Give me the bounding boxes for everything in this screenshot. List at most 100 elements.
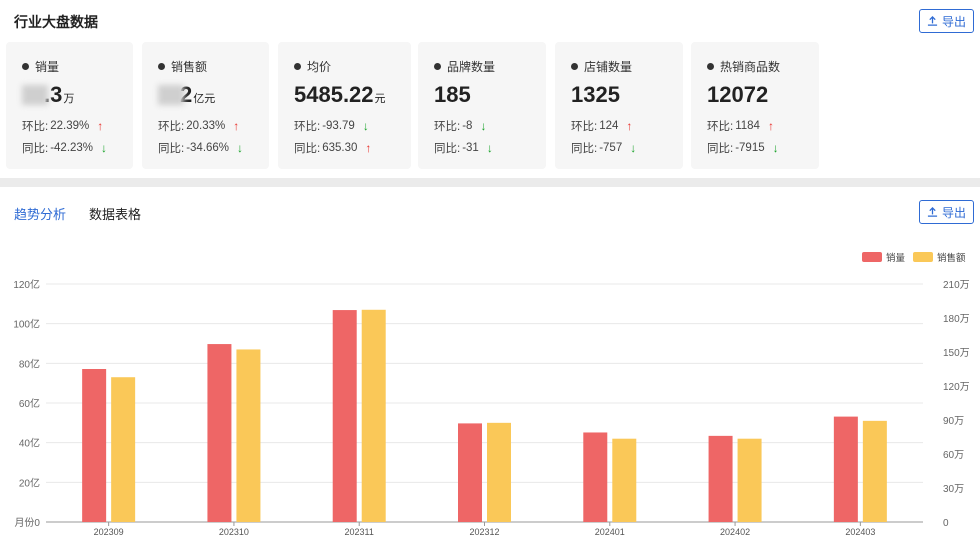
right-axis-tick: 210万 (943, 280, 970, 291)
overview-export-button[interactable]: 导出 (919, 9, 975, 33)
metric-label: 品牌数量 (434, 58, 495, 75)
mom-label: 环比: (22, 121, 49, 133)
bullet-dot (571, 63, 578, 70)
metric-yoy-row: 同比: -34.66% ↓ (158, 140, 243, 156)
metric-value-unit: 亿元 (193, 93, 216, 105)
yoy-value: -31 (462, 142, 479, 154)
export-label: 导出 (942, 14, 967, 29)
arrow-up-icon: ↑ (97, 119, 104, 133)
left-axis-tick: 100亿 (13, 318, 40, 331)
yoy-value: -757 (599, 142, 623, 154)
metric-label-text: 品牌数量 (447, 60, 496, 74)
metric-yoy-row: 同比: 635.30 ↑ (294, 140, 371, 156)
mom-value: -93.79 (322, 120, 355, 132)
right-axis-tick: 150万 (943, 348, 970, 359)
metric-value-number: .3 (44, 82, 63, 107)
metric-card-sales-amount: 销售额 2亿元 环比: 20.33% ↑ 同比: -34.66% ↓ (142, 42, 269, 169)
arrow-up-icon: ↑ (365, 141, 372, 155)
tab-trend-analysis[interactable]: 趋势分析 (14, 207, 67, 222)
bar-sales-volume (583, 432, 608, 522)
tab-data-table[interactable]: 数据表格 (89, 207, 142, 222)
overview-panel: 行业大盘数据 导出 销量 .3万 环比: 22.39% ↑ 同比: -42.23% ↓ 销售额 2… (0, 0, 980, 178)
bar-sales-amount (111, 377, 136, 522)
right-axis-tick: 30万 (943, 484, 964, 495)
bar-sales-volume (458, 423, 482, 522)
bar-sales-volume (332, 310, 357, 522)
bullet-dot (158, 63, 165, 70)
metric-mom-row: 环比: 124 ↑ (571, 118, 632, 134)
arrow-up-icon: ↑ (767, 119, 774, 133)
mom-value: 22.39% (50, 120, 90, 132)
bar-sales-amount (862, 420, 887, 522)
legend-label-sales-amount: 销售额 (937, 253, 966, 264)
metric-yoy-row: 同比: -757 ↓ (571, 140, 636, 156)
left-axis-tick: 120亿 (13, 278, 40, 291)
bar-sales-volume (82, 369, 107, 522)
x-axis-tick-label: 202403 (845, 527, 875, 537)
right-axis-tick: 90万 (943, 416, 964, 427)
bar-sales-amount (236, 349, 261, 522)
yoy-value: 635.30 (322, 142, 358, 154)
metric-mom-row: 环比: 22.39% ↑ (22, 118, 103, 134)
metric-value: 12072 (707, 82, 769, 108)
metric-mom-row: 环比: -8 ↓ (434, 118, 486, 134)
bar-sales-volume (207, 344, 232, 522)
upload-icon (927, 206, 938, 217)
metric-card-hot-item-count: 热销商品数 12072 环比: 1184 ↑ 同比: -7915 ↓ (691, 42, 819, 169)
metric-mom-row: 环比: 1184 ↑ (707, 118, 774, 134)
bar-sales-volume (833, 416, 858, 522)
bar-sales-volume (708, 435, 733, 522)
metric-value: .3万 (22, 82, 74, 108)
metric-label: 热销商品数 (707, 58, 780, 75)
export-label: 导出 (942, 205, 967, 220)
bullet-dot (707, 63, 714, 70)
metric-value-unit: 元 (374, 93, 386, 105)
metric-value: 5485.22元 (294, 82, 386, 108)
yoy-value: -34.66% (186, 142, 230, 154)
left-axis-tick: 月份0 (14, 517, 40, 529)
x-axis-tick-label: 202312 (469, 527, 499, 537)
right-axis-tick: 180万 (943, 314, 970, 325)
legend-label-sales-volume: 销量 (886, 253, 906, 264)
yoy-label: 同比: (158, 143, 185, 155)
metric-card-avg-price: 均价 5485.22元 环比: -93.79 ↓ 同比: 635.30 ↑ (278, 42, 411, 169)
metric-value: 1325 (571, 82, 621, 108)
metric-label-text: 热销商品数 (720, 60, 781, 74)
metric-label: 销售额 (158, 58, 207, 75)
metric-mom-row: 环比: -93.79 ↓ (294, 118, 369, 134)
bar-sales-amount (737, 438, 762, 522)
overview-title: 行业大盘数据 (14, 14, 98, 30)
x-axis-tick-label: 202401 (595, 527, 625, 537)
left-axis-tick: 40亿 (19, 437, 40, 450)
mom-label: 环比: (707, 121, 734, 133)
metric-card-store-count: 店铺数量 1325 环比: 124 ↑ 同比: -757 ↓ (555, 42, 683, 169)
mom-value: 1184 (735, 120, 760, 132)
bar-sales-amount (361, 309, 386, 522)
bullet-dot (434, 63, 441, 70)
bar-sales-amount (487, 422, 511, 522)
yoy-label: 同比: (571, 143, 598, 155)
upload-icon (927, 15, 938, 26)
yoy-value: -7915 (735, 142, 765, 154)
metric-value-number: 1325 (571, 82, 620, 107)
metric-label-text: 均价 (307, 60, 332, 74)
yoy-label: 同比: (22, 143, 49, 155)
arrow-down-icon: ↓ (630, 141, 637, 155)
metric-label-text: 店铺数量 (584, 60, 633, 74)
metric-label-text: 销量 (35, 60, 60, 74)
right-axis-tick: 120万 (943, 382, 970, 393)
mom-value: 20.33% (186, 120, 226, 132)
metric-value-number: 12072 (707, 82, 769, 107)
metric-value: 185 (434, 82, 472, 108)
metric-value: 2亿元 (158, 82, 215, 108)
right-axis-tick: 60万 (943, 450, 964, 461)
metric-value-unit: 万 (63, 93, 75, 105)
bullet-dot (294, 63, 301, 70)
trend-export-button[interactable]: 导出 (919, 200, 975, 224)
metric-yoy-row: 同比: -31 ↓ (434, 140, 493, 156)
bar-sales-amount (612, 438, 637, 522)
metric-label: 均价 (294, 58, 331, 75)
arrow-down-icon: ↓ (480, 119, 487, 133)
mom-label: 环比: (158, 121, 185, 133)
yoy-label: 同比: (434, 143, 461, 155)
